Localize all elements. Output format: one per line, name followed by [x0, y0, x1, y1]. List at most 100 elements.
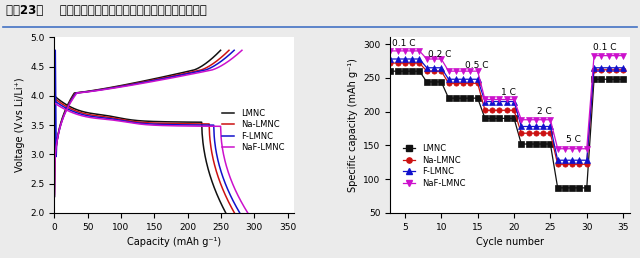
Line: F-LMNC: F-LMNC: [388, 56, 626, 163]
Y-axis label: Specific capacity (mAh g⁻¹): Specific capacity (mAh g⁻¹): [348, 58, 358, 192]
NaF-LMNC: [495, 98, 503, 101]
NaF-LMNC: [532, 118, 540, 121]
NaF-LMNC: [481, 98, 489, 101]
Na-LMNC: [481, 109, 489, 112]
Na-LMNC: [554, 163, 561, 166]
LMNC: [438, 80, 445, 84]
LMNC: [503, 117, 511, 120]
LMNC: [387, 70, 394, 73]
Legend: LMNC, Na-LMNC, F-LMNC, NaF-LMNC: LMNC, Na-LMNC, F-LMNC, NaF-LMNC: [399, 141, 468, 191]
LMNC: [460, 96, 467, 100]
NaF-LMNC: [394, 49, 401, 52]
LMNC: [532, 142, 540, 146]
Text: 5 C: 5 C: [566, 135, 581, 144]
Legend: LMNC, Na-LMNC, F-LMNC, NaF-LMNC: LMNC, Na-LMNC, F-LMNC, NaF-LMNC: [218, 105, 288, 156]
F-LMNC: [518, 125, 525, 128]
LMNC: [605, 78, 612, 81]
NaF-LMNC: [554, 147, 561, 150]
F-LMNC: [474, 78, 481, 81]
LMNC: [430, 80, 438, 84]
F-LMNC: [547, 125, 554, 128]
Line: Na-LMNC: Na-LMNC: [388, 60, 626, 167]
NaF-LMNC: [415, 49, 423, 52]
LMNC: [525, 142, 532, 146]
LMNC: [423, 80, 431, 84]
LMNC: [495, 117, 503, 120]
F-LMNC: [423, 66, 431, 69]
Na-LMNC: [525, 132, 532, 135]
Na-LMNC: [460, 82, 467, 85]
Na-LMNC: [430, 70, 438, 73]
Na-LMNC: [387, 61, 394, 64]
Line: LMNC: LMNC: [388, 69, 626, 190]
X-axis label: Capacity (mAh g⁻¹): Capacity (mAh g⁻¹): [127, 237, 221, 247]
X-axis label: Cycle number: Cycle number: [476, 237, 545, 247]
NaF-LMNC: [460, 70, 467, 73]
F-LMNC: [401, 58, 409, 61]
LMNC: [510, 117, 518, 120]
F-LMNC: [568, 159, 576, 162]
LMNC: [561, 186, 569, 189]
NaF-LMNC: [518, 118, 525, 121]
NaF-LMNC: [575, 147, 583, 150]
NaF-LMNC: [445, 70, 452, 73]
Line: NaF-LMNC: NaF-LMNC: [388, 48, 626, 151]
Na-LMNC: [518, 132, 525, 135]
Na-LMNC: [620, 68, 627, 71]
F-LMNC: [452, 78, 460, 81]
F-LMNC: [583, 159, 591, 162]
F-LMNC: [394, 58, 401, 61]
NaF-LMNC: [590, 54, 598, 57]
NaF-LMNC: [452, 70, 460, 73]
Na-LMNC: [532, 132, 540, 135]
LMNC: [394, 70, 401, 73]
F-LMNC: [620, 66, 627, 69]
F-LMNC: [540, 125, 547, 128]
F-LMNC: [525, 125, 532, 128]
F-LMNC: [575, 159, 583, 162]
Na-LMNC: [568, 163, 576, 166]
LMNC: [575, 186, 583, 189]
F-LMNC: [481, 100, 489, 103]
F-LMNC: [532, 125, 540, 128]
Na-LMNC: [408, 61, 416, 64]
NaF-LMNC: [438, 58, 445, 61]
NaF-LMNC: [547, 118, 554, 121]
Na-LMNC: [452, 82, 460, 85]
LMNC: [415, 70, 423, 73]
Na-LMNC: [503, 109, 511, 112]
Na-LMNC: [612, 68, 620, 71]
Na-LMNC: [467, 82, 474, 85]
NaF-LMNC: [561, 147, 569, 150]
NaF-LMNC: [583, 147, 591, 150]
NaF-LMNC: [401, 49, 409, 52]
F-LMNC: [430, 66, 438, 69]
Text: 0.2 C: 0.2 C: [428, 50, 452, 59]
NaF-LMNC: [430, 58, 438, 61]
Na-LMNC: [495, 109, 503, 112]
Na-LMNC: [547, 132, 554, 135]
F-LMNC: [460, 78, 467, 81]
F-LMNC: [510, 100, 518, 103]
LMNC: [408, 70, 416, 73]
LMNC: [620, 78, 627, 81]
F-LMNC: [503, 100, 511, 103]
LMNC: [547, 142, 554, 146]
NaF-LMNC: [503, 98, 511, 101]
Na-LMNC: [438, 70, 445, 73]
NaF-LMNC: [423, 58, 431, 61]
NaF-LMNC: [387, 49, 394, 52]
F-LMNC: [554, 159, 561, 162]
F-LMNC: [408, 58, 416, 61]
Text: 0.5 C: 0.5 C: [465, 61, 488, 70]
Na-LMNC: [445, 82, 452, 85]
Na-LMNC: [575, 163, 583, 166]
F-LMNC: [495, 100, 503, 103]
NaF-LMNC: [605, 54, 612, 57]
F-LMNC: [438, 66, 445, 69]
LMNC: [474, 96, 481, 100]
LMNC: [568, 186, 576, 189]
LMNC: [590, 78, 598, 81]
F-LMNC: [488, 100, 496, 103]
Na-LMNC: [474, 82, 481, 85]
